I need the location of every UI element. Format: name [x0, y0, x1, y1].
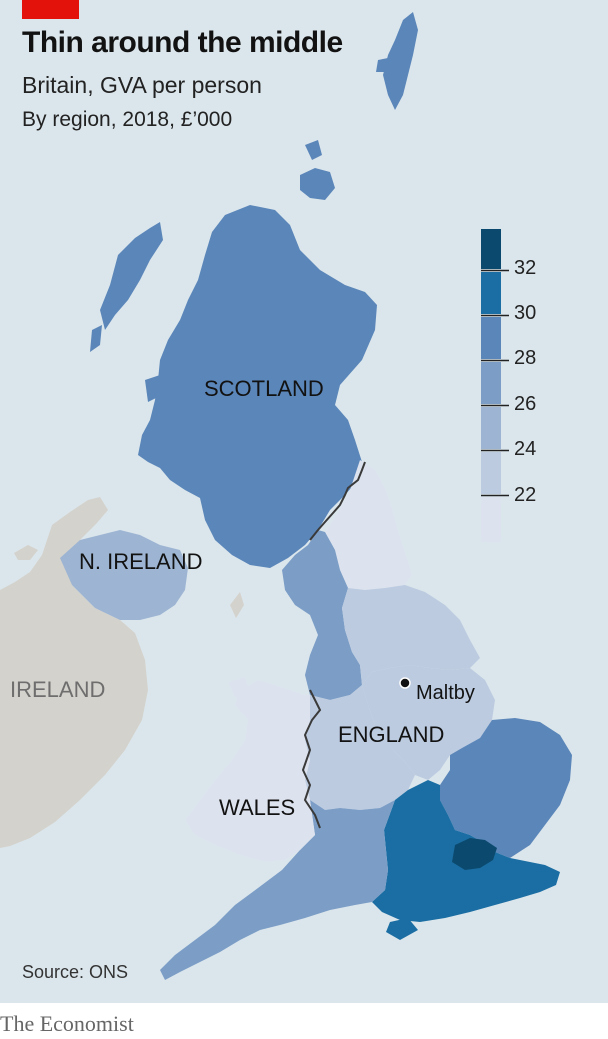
england-south-west — [160, 800, 395, 980]
legend-label-22: 22 — [514, 484, 537, 506]
map-panel: Thin around the middle Britain, GVA per … — [0, 0, 608, 1003]
ireland-shape — [0, 497, 148, 848]
label-n-ireland: N. IRELAND — [79, 549, 203, 574]
legend-bin-4 — [481, 362, 501, 404]
legend-label-24: 24 — [514, 438, 537, 460]
chart-subtitle: Britain, GVA per person — [22, 72, 262, 98]
accent-tag — [22, 0, 79, 19]
label-maltby: Maltby — [416, 682, 475, 704]
isle-of-wight — [386, 918, 418, 940]
label-wales: WALES — [219, 795, 296, 820]
england-north-west — [282, 530, 362, 700]
chart-subsubtitle: By region, 2018, £’000 — [22, 108, 233, 131]
england-east-midlands — [362, 665, 495, 780]
scotland-region — [138, 205, 377, 568]
label-england: ENGLAND — [338, 722, 445, 747]
source-note: Source: ONS — [22, 962, 129, 982]
label-scotland: SCOTLAND — [204, 376, 324, 401]
legend-bin-6 — [481, 452, 501, 494]
ireland-islet — [14, 545, 38, 560]
orkney-islands — [300, 168, 335, 200]
legend-label-32: 32 — [514, 257, 537, 279]
legend — [481, 229, 509, 542]
scotland-isle-2 — [90, 325, 102, 352]
legend-bin-5 — [481, 407, 501, 449]
shetland-isle-2 — [376, 58, 388, 72]
legend-label-28: 28 — [514, 347, 537, 369]
scotland-west-isles — [100, 222, 163, 330]
legend-bin-1 — [481, 229, 501, 269]
legend-label-30: 30 — [514, 302, 537, 324]
isle-of-man — [230, 592, 244, 618]
england-west-midlands — [305, 685, 415, 810]
map-canvas — [0, 12, 572, 980]
england-yorkshire — [342, 585, 480, 685]
legend-label-26: 26 — [514, 393, 537, 415]
legend-bin-3 — [481, 317, 501, 359]
wales-england-border — [301, 689, 322, 829]
maltby-marker — [399, 677, 411, 689]
england-north-east — [325, 460, 412, 590]
london-region — [452, 838, 497, 870]
label-ireland: IRELAND — [10, 677, 106, 702]
scotland-england-border — [309, 461, 366, 541]
england-east — [440, 718, 572, 858]
brand-footer: The Economist — [0, 1011, 134, 1036]
chart-title: Thin around the middle — [22, 26, 343, 59]
wales-region — [185, 680, 315, 862]
orkney-islands-2 — [305, 140, 322, 160]
anglesey — [228, 677, 250, 698]
legend-bin-7 — [481, 497, 501, 542]
scotland-isle-3 — [145, 375, 162, 402]
n-ireland-region — [60, 530, 188, 620]
shetland-islands — [383, 12, 418, 110]
legend-bin-2 — [481, 272, 501, 314]
